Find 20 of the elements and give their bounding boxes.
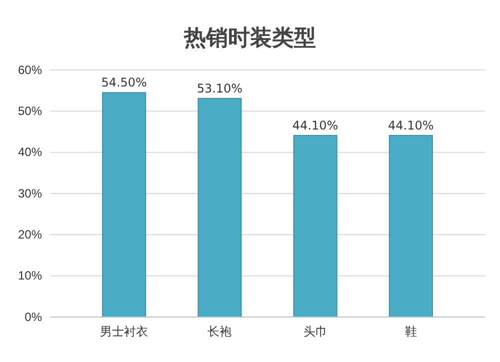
bar bbox=[102, 92, 146, 318]
y-tick-label: 10% bbox=[18, 268, 42, 283]
x-tick-label: 男士衬衣 bbox=[100, 324, 148, 339]
y-tick-label: 0% bbox=[24, 310, 42, 324]
y-tick-label: 30% bbox=[18, 186, 42, 200]
data-label: 53.10% bbox=[196, 81, 243, 96]
data-label: 44.10% bbox=[388, 118, 434, 132]
y-tick-label: 40% bbox=[18, 145, 42, 160]
bar bbox=[293, 134, 338, 318]
data-label: 54.50% bbox=[101, 76, 147, 90]
bar bbox=[198, 98, 242, 318]
x-tick-label: 鞋 bbox=[404, 324, 417, 339]
y-tick-label: 60% bbox=[18, 62, 42, 77]
x-tick-label: 头巾 bbox=[303, 324, 328, 339]
bar bbox=[388, 134, 433, 318]
y-tick-label: 20% bbox=[18, 228, 42, 242]
y-tick-label: 50% bbox=[18, 104, 42, 118]
chart-title: 热销时装类型 bbox=[183, 26, 316, 51]
data-label: 44.10% bbox=[292, 118, 338, 132]
x-tick-label: 长袍 bbox=[208, 324, 232, 339]
